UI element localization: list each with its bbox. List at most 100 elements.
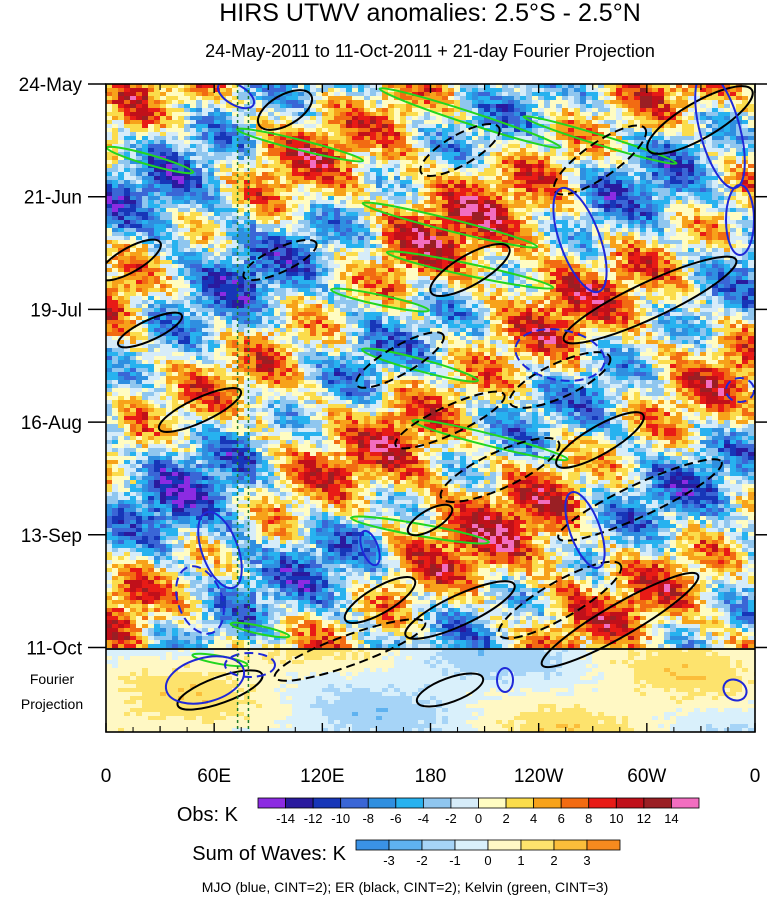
field-cell bbox=[124, 232, 131, 237]
field-cell bbox=[304, 100, 311, 105]
field-cell bbox=[538, 264, 545, 269]
field-cell bbox=[568, 120, 575, 125]
field-cell bbox=[358, 180, 365, 185]
field-cell bbox=[130, 104, 137, 109]
field-cell bbox=[592, 120, 599, 125]
field-cell bbox=[160, 216, 167, 221]
field-cell bbox=[502, 220, 509, 225]
field-cell bbox=[580, 256, 587, 261]
field-cell bbox=[472, 128, 479, 133]
field-cell bbox=[574, 220, 581, 225]
field-cell bbox=[196, 248, 203, 253]
field-cell bbox=[328, 212, 335, 217]
field-cell bbox=[496, 148, 503, 153]
field-cell bbox=[262, 244, 269, 249]
field-cell bbox=[448, 188, 455, 193]
field-cell bbox=[106, 244, 113, 249]
field-cell bbox=[112, 220, 119, 225]
field-cell bbox=[136, 136, 143, 141]
field-cell bbox=[592, 184, 599, 189]
field-cell bbox=[274, 148, 281, 153]
field-cell bbox=[592, 176, 599, 181]
field-cell bbox=[592, 148, 599, 153]
field-cell bbox=[466, 144, 473, 149]
field-cell bbox=[124, 228, 131, 233]
field-cell bbox=[298, 264, 305, 269]
field-cell bbox=[664, 224, 671, 229]
field-cell bbox=[358, 120, 365, 125]
field-cell bbox=[682, 236, 689, 241]
field-cell bbox=[490, 160, 497, 165]
field-cell bbox=[736, 232, 743, 237]
field-cell bbox=[208, 200, 215, 205]
field-cell bbox=[562, 200, 569, 205]
field-cell bbox=[292, 204, 299, 209]
field-cell bbox=[364, 100, 371, 105]
field-cell bbox=[190, 108, 197, 113]
field-cell bbox=[274, 176, 281, 181]
field-cell bbox=[148, 188, 155, 193]
field-cell bbox=[700, 232, 707, 237]
field-cell bbox=[274, 172, 281, 177]
field-cell bbox=[454, 144, 461, 149]
field-cell bbox=[616, 228, 623, 233]
field-cell bbox=[532, 208, 539, 213]
field-cell bbox=[622, 264, 629, 269]
field-cell bbox=[532, 252, 539, 257]
field-cell bbox=[556, 136, 563, 141]
field-cell bbox=[106, 164, 113, 169]
field-cell bbox=[580, 168, 587, 173]
field-cell bbox=[550, 236, 557, 241]
field-cell bbox=[574, 112, 581, 117]
field-cell bbox=[382, 176, 389, 181]
field-cell bbox=[106, 196, 113, 201]
field-cell bbox=[310, 196, 317, 201]
field-cell bbox=[346, 164, 353, 169]
field-cell bbox=[238, 224, 245, 229]
field-cell bbox=[304, 172, 311, 177]
field-cell bbox=[184, 156, 191, 161]
field-cell bbox=[448, 200, 455, 205]
field-cell bbox=[610, 88, 617, 93]
field-cell bbox=[364, 112, 371, 117]
field-cell bbox=[592, 172, 599, 177]
field-cell bbox=[628, 200, 635, 205]
field-cell bbox=[640, 256, 647, 261]
field-cell bbox=[748, 160, 755, 165]
field-cell bbox=[352, 92, 359, 97]
field-cell bbox=[412, 140, 419, 145]
field-cell bbox=[250, 168, 257, 173]
field-cell bbox=[154, 144, 161, 149]
field-cell bbox=[178, 224, 185, 229]
field-cell bbox=[328, 200, 335, 205]
field-cell bbox=[370, 92, 377, 97]
field-cell bbox=[628, 240, 635, 245]
field-cell bbox=[298, 188, 305, 193]
field-cell bbox=[652, 104, 659, 109]
field-cell bbox=[358, 148, 365, 153]
field-cell bbox=[310, 184, 317, 189]
field-cell bbox=[196, 184, 203, 189]
field-cell bbox=[592, 196, 599, 201]
field-cell bbox=[382, 96, 389, 101]
field-cell bbox=[478, 176, 485, 181]
field-cell bbox=[538, 176, 545, 181]
field-cell bbox=[322, 148, 329, 153]
field-cell bbox=[730, 88, 737, 93]
field-cell bbox=[586, 196, 593, 201]
field-cell bbox=[340, 228, 347, 233]
field-cell bbox=[364, 152, 371, 157]
field-cell bbox=[514, 248, 521, 253]
field-cell bbox=[718, 100, 725, 105]
field-cell bbox=[532, 96, 539, 101]
field-cell bbox=[220, 88, 227, 93]
field-cell bbox=[712, 216, 719, 221]
field-cell bbox=[250, 248, 257, 253]
field-cell bbox=[520, 172, 527, 177]
field-cell bbox=[466, 204, 473, 209]
field-cell bbox=[508, 140, 515, 145]
field-cell bbox=[538, 192, 545, 197]
field-cell bbox=[124, 124, 131, 129]
field-cell bbox=[250, 108, 257, 113]
field-cell bbox=[280, 248, 287, 253]
